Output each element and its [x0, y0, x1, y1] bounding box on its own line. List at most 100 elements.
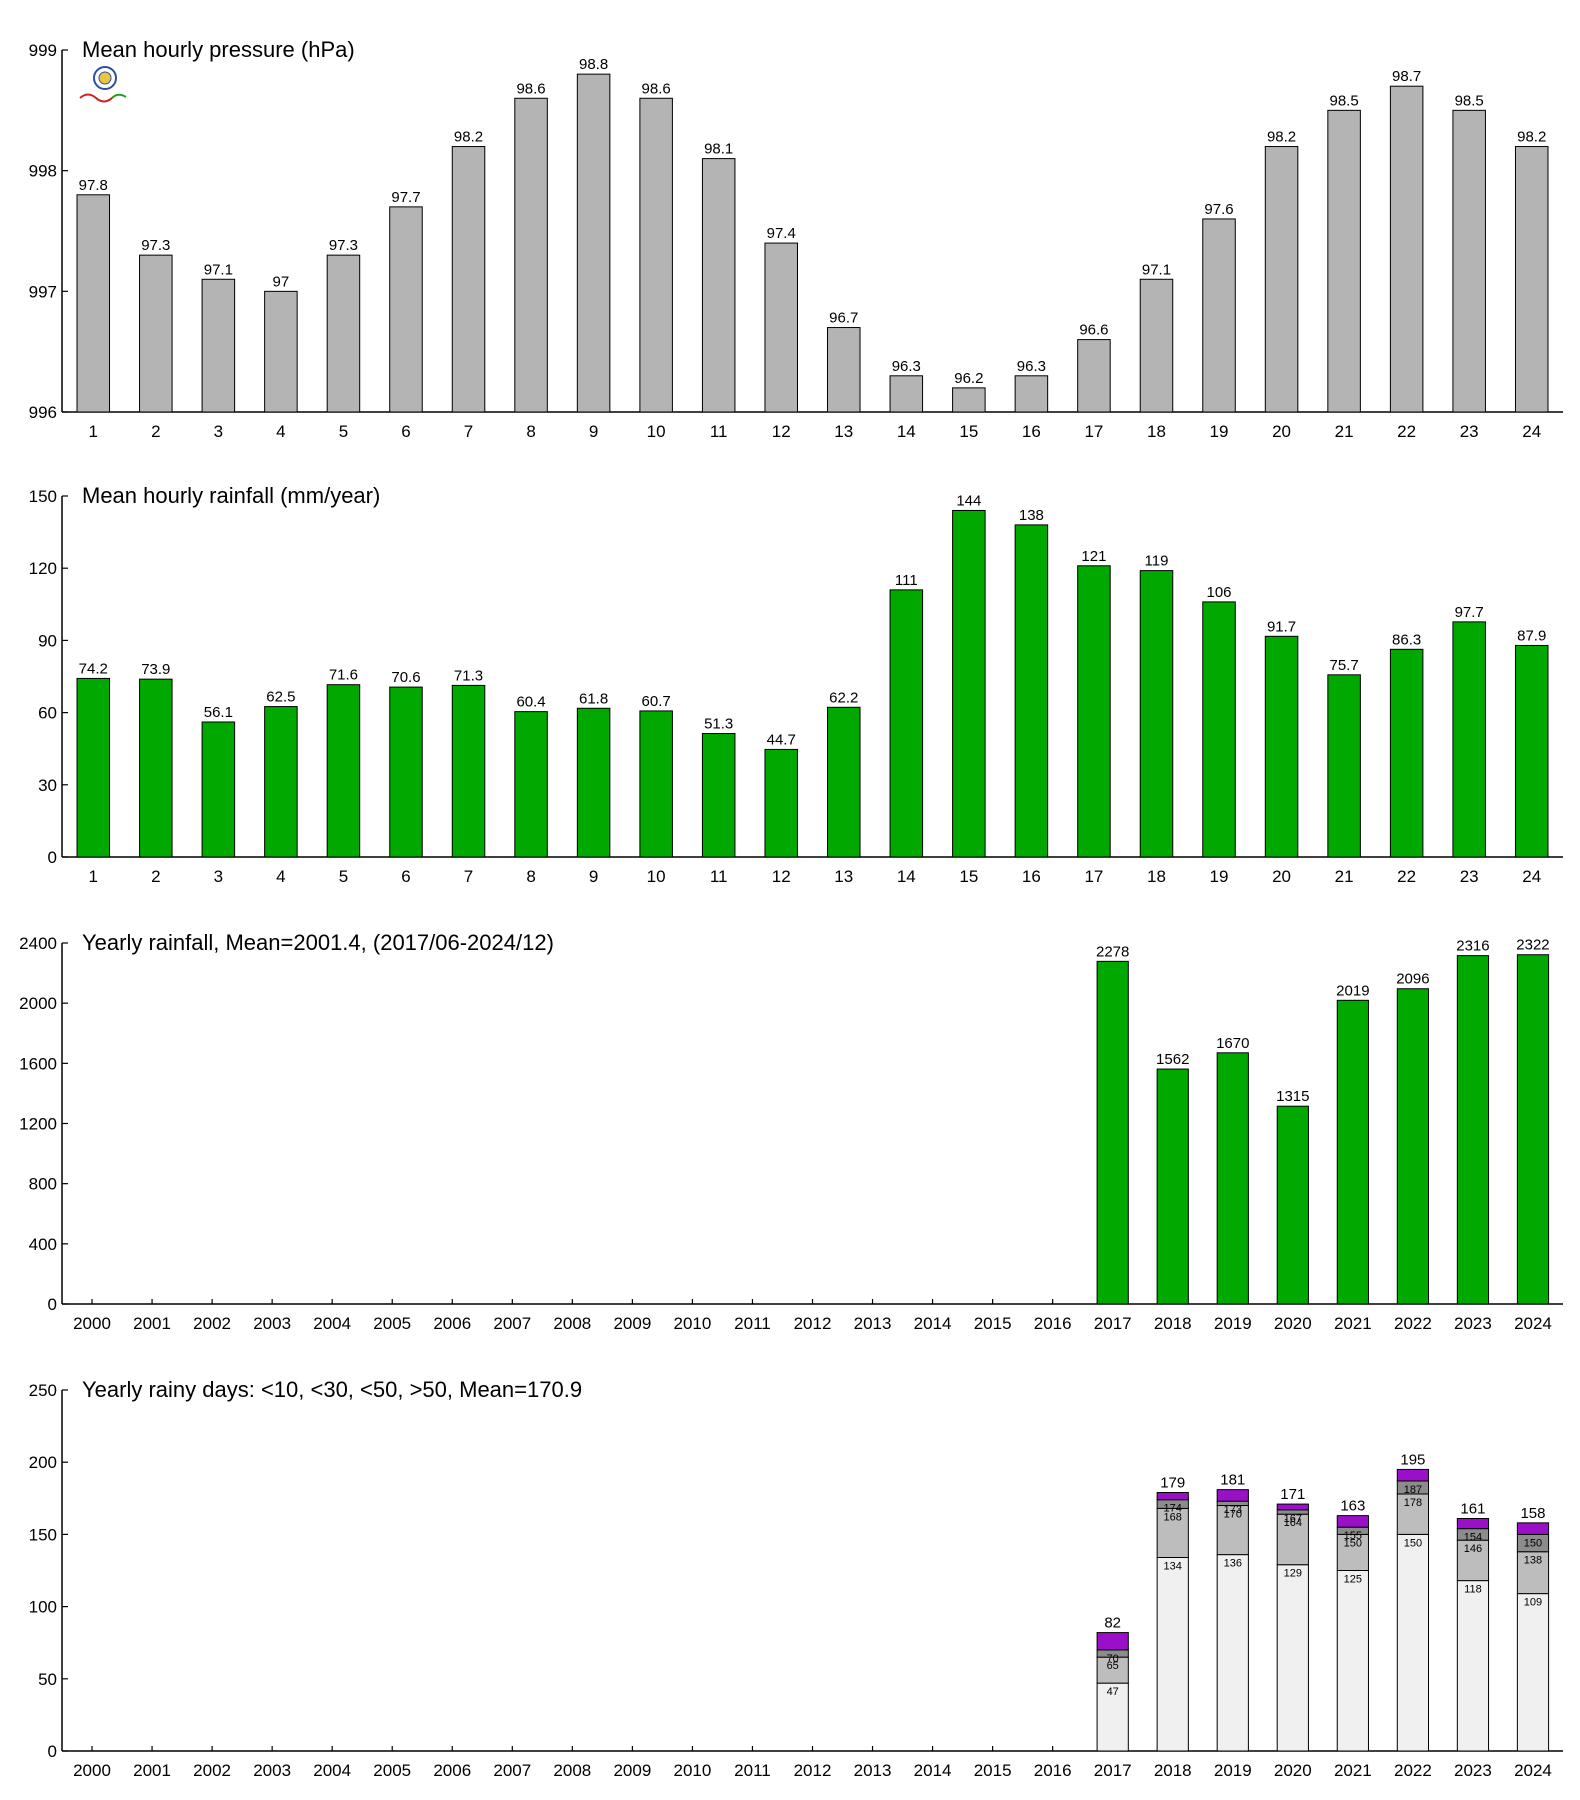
bar-data-label: 91.7: [1267, 618, 1296, 635]
segment-label-lt10: 150: [1404, 1537, 1422, 1549]
bar-data-label: 97.7: [391, 189, 420, 206]
x-tick-label: 2016: [1034, 1314, 1072, 1333]
bar-data-label: 119: [1145, 553, 1169, 570]
bar-data-label: 97.1: [204, 261, 233, 278]
bar: [1014, 375, 1049, 413]
x-tick-label: 13: [834, 422, 853, 441]
y-tick-label: 200: [29, 1453, 57, 1472]
segment-lt30: [1216, 1505, 1249, 1556]
bar: [451, 684, 486, 858]
bar: [76, 677, 111, 858]
segment-label-lt10: 109: [1524, 1597, 1542, 1609]
x-tick-label: 2008: [553, 1761, 591, 1780]
x-tick-label: 21: [1335, 422, 1354, 441]
x-tick-label: 24: [1522, 867, 1541, 886]
bar-data-label: 97: [273, 273, 290, 290]
segment-label-lt30: 138: [1524, 1555, 1542, 1567]
x-tick-label: 2011: [734, 1314, 771, 1333]
segment-label-lt30: 168: [1164, 1511, 1182, 1523]
y-tick-label: 997: [29, 282, 57, 301]
chart-title: Yearly rainy days: <10, <30, <50, >50, M…: [82, 1377, 582, 1402]
bar: [1452, 109, 1486, 413]
segment-label-lt50: 187: [1404, 1484, 1422, 1496]
bar: [1514, 644, 1549, 858]
bar: [1077, 565, 1111, 858]
bar-data-label: 97.8: [79, 177, 108, 194]
x-tick-label: 2013: [854, 1761, 892, 1780]
bar-data-label: 98.5: [1330, 92, 1359, 109]
bar-data-label: 98.5: [1455, 92, 1484, 109]
bar: [264, 290, 298, 413]
bar: [952, 509, 986, 858]
chart-title: Yearly rainfall, Mean=2001.4, (2017/06-2…: [82, 930, 554, 955]
bar-data-label: 62.2: [829, 689, 858, 706]
segment-lt10: [1396, 1533, 1430, 1752]
bar-data-label: 2322: [1516, 937, 1549, 954]
x-tick-label: 2020: [1274, 1761, 1312, 1780]
logo-swoosh-green: [111, 93, 127, 99]
bar-data-label: 62.5: [266, 689, 295, 706]
segment-label-lt10: 134: [1164, 1561, 1182, 1573]
x-tick-label: 2023: [1454, 1314, 1492, 1333]
bar-data-label: 98.6: [642, 80, 671, 97]
x-tick-label: 12: [772, 422, 791, 441]
bar-data-label: 70.6: [391, 669, 420, 686]
y-tick-label: 120: [29, 559, 57, 578]
bar-data-label: 1562: [1156, 1051, 1189, 1068]
x-tick-label: 2021: [1334, 1314, 1372, 1333]
x-tick-label: 2011: [734, 1761, 771, 1780]
x-tick-label: 2022: [1394, 1314, 1432, 1333]
x-tick-label: 11: [710, 422, 728, 441]
x-tick-label: 23: [1460, 867, 1479, 886]
segment-gt50: [1156, 1492, 1189, 1501]
total-data-label: 181: [1220, 1472, 1245, 1489]
x-tick-label: 2000: [73, 1761, 111, 1780]
y-tick-label: 150: [29, 1525, 57, 1544]
x-tick-label: 13: [834, 867, 853, 886]
x-tick-label: 2000: [73, 1314, 111, 1333]
x-tick-label: 3: [214, 422, 223, 441]
y-tick-label: 60: [38, 704, 57, 723]
x-tick-label: 2002: [193, 1314, 231, 1333]
bar: [889, 589, 924, 858]
x-tick-label: 2014: [914, 1761, 952, 1780]
total-data-label: 171: [1280, 1486, 1305, 1503]
y-tick-label: 0: [48, 1295, 57, 1314]
y-tick-label: 90: [38, 631, 57, 650]
total-data-label: 161: [1460, 1501, 1485, 1518]
segment-lt30: [1096, 1656, 1129, 1684]
bar-data-label: 1670: [1216, 1035, 1249, 1052]
y-tick-label: 150: [29, 487, 57, 506]
x-tick-label: 2012: [794, 1314, 832, 1333]
segment-label-lt30: 65: [1107, 1660, 1119, 1672]
y-tick-label: 100: [29, 1598, 57, 1617]
bar: [1202, 601, 1236, 858]
x-tick-label: 8: [526, 422, 535, 441]
bar-data-label: 98.2: [1267, 129, 1296, 146]
segment-label-lt30: 146: [1464, 1543, 1482, 1555]
y-tick-label: 999: [29, 41, 57, 60]
x-tick-label: 2: [151, 867, 160, 886]
segment-gt50: [1396, 1468, 1430, 1482]
x-tick-label: 19: [1210, 422, 1229, 441]
bar-data-label: 98.7: [1392, 68, 1421, 85]
bar: [701, 158, 736, 413]
x-tick-label: 2017: [1094, 1314, 1132, 1333]
bar-data-label: 51.3: [704, 716, 733, 733]
x-tick-label: 2004: [313, 1314, 351, 1333]
total-data-label: 195: [1400, 1451, 1425, 1468]
x-tick-label: 7: [464, 867, 473, 886]
x-tick-label: 15: [959, 867, 978, 886]
segment-label-lt30: 164: [1284, 1517, 1302, 1529]
x-tick-label: 2006: [433, 1761, 471, 1780]
segment-lt10: [1516, 1593, 1550, 1752]
bar: [326, 684, 361, 858]
y-tick-label: 250: [29, 1381, 57, 1400]
bar: [889, 375, 924, 413]
bar-data-label: 96.6: [1079, 322, 1108, 339]
bar-data-label: 96.3: [1017, 358, 1046, 375]
x-tick-label: 2005: [373, 1761, 411, 1780]
bar-data-label: 87.9: [1517, 627, 1546, 644]
x-tick-label: 2016: [1034, 1761, 1072, 1780]
